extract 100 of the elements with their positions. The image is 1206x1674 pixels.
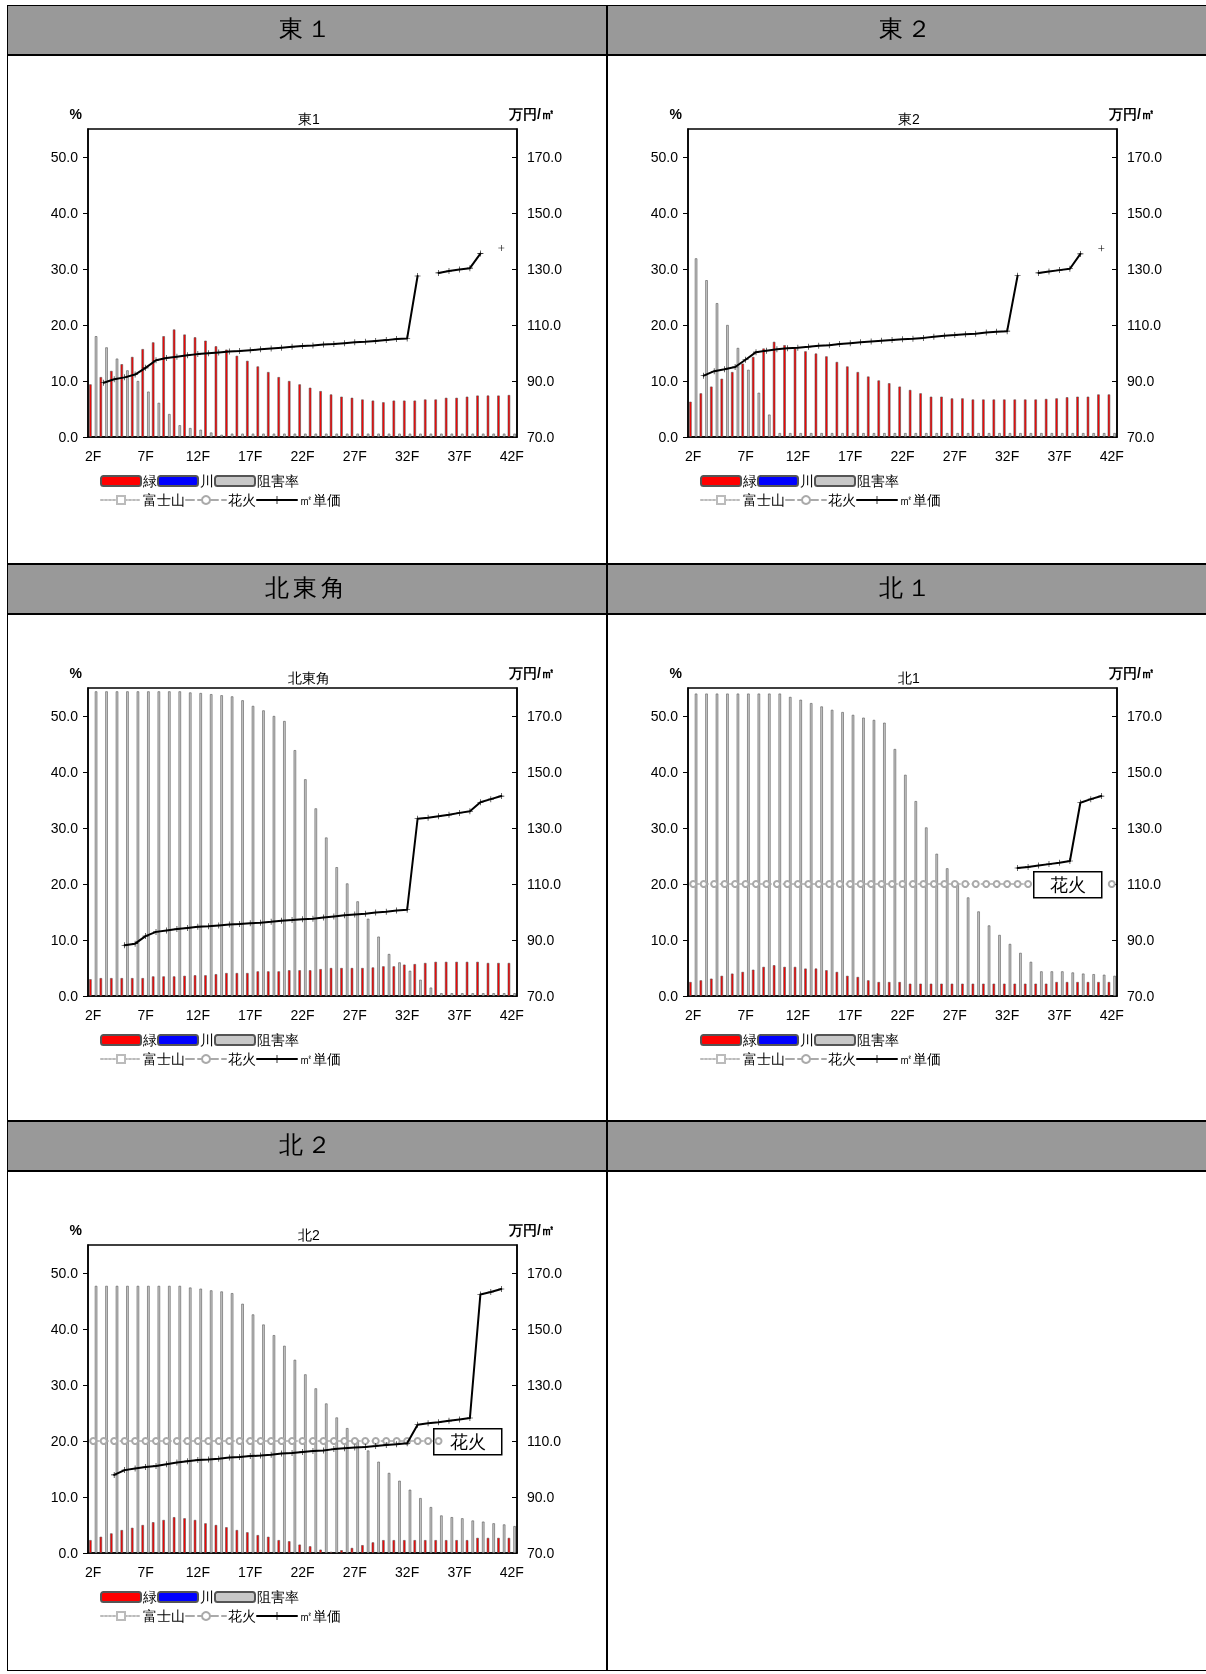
legend-label: 花火 <box>828 492 856 508</box>
y2-tick-label: 90.0 <box>1127 373 1155 389</box>
y-tick-label: 50.0 <box>650 708 679 724</box>
point <box>742 356 749 363</box>
y2-tick-label: 90.0 <box>527 932 555 948</box>
x-tick-label: 22F <box>290 448 315 464</box>
x-tick-label: 42F <box>1099 1007 1124 1023</box>
x-tick-label: 22F <box>290 1007 315 1023</box>
y2-axis-title: 万円/㎡ <box>508 665 555 681</box>
x-tick-label: 37F <box>1047 1007 1072 1023</box>
y2-tick-label: 130.0 <box>1127 261 1163 277</box>
chart-subtitle: 東1 <box>298 111 321 127</box>
y-axis-title: % <box>69 106 83 122</box>
x-tick-label: 17F <box>238 448 263 464</box>
legend-label: ㎡単価 <box>899 492 941 508</box>
y2-tick-label: 170.0 <box>527 708 563 724</box>
legend-label: ㎡単価 <box>299 1608 341 1624</box>
y2-tick-label: 110.0 <box>527 876 562 892</box>
x-tick-label: 27F <box>342 1564 367 1580</box>
point <box>1098 245 1105 252</box>
x-tick-label: 37F <box>447 448 472 464</box>
y-tick-label: 50.0 <box>50 1265 79 1281</box>
y-tick-label: 20.0 <box>50 1433 79 1449</box>
point <box>477 799 484 806</box>
x-tick-label: 37F <box>447 1564 472 1580</box>
point <box>700 372 707 379</box>
x-tick-label: 2F <box>85 448 102 464</box>
y2-tick-label: 130.0 <box>527 820 563 836</box>
x-tick-label: 42F <box>499 1564 524 1580</box>
y-tick-label: 40.0 <box>50 764 79 780</box>
chart-title: 北１ <box>607 564 1206 614</box>
x-tick-label: 27F <box>342 1007 367 1023</box>
y2-axis-title: 万円/㎡ <box>508 1222 555 1238</box>
y2-tick-label: 170.0 <box>527 1265 563 1281</box>
y2-axis-title: 万円/㎡ <box>508 106 555 122</box>
legend-label: 緑 <box>142 1589 157 1605</box>
x-tick-label: 17F <box>838 1007 863 1023</box>
x-tick-label: 27F <box>942 1007 967 1023</box>
x-tick-label: 32F <box>995 1007 1020 1023</box>
legend-label: 富士山 <box>143 1608 185 1624</box>
x-tick-label: 7F <box>737 448 754 464</box>
point <box>121 942 128 949</box>
x-tick-label: 17F <box>238 1007 263 1023</box>
x-tick-label: 2F <box>685 1007 702 1023</box>
legend-label: 富士山 <box>143 1051 185 1067</box>
x-tick-label: 42F <box>1099 448 1124 464</box>
y-tick-label: 20.0 <box>50 317 79 333</box>
y2-tick-label: 130.0 <box>527 261 563 277</box>
x-tick-label: 22F <box>290 1564 315 1580</box>
legend-label: 花火 <box>828 1051 856 1067</box>
y-axis-title: % <box>669 106 683 122</box>
y-tick-label: 50.0 <box>50 149 79 165</box>
x-tick-label: 12F <box>185 1007 210 1023</box>
legend-label: 花火 <box>228 1608 256 1624</box>
y-tick-label: 20.0 <box>650 317 679 333</box>
legend-label: 緑 <box>142 1032 157 1048</box>
chart-subtitle: 北2 <box>298 1227 321 1243</box>
x-tick-label: 2F <box>85 1564 102 1580</box>
y2-tick-label: 130.0 <box>527 1377 563 1393</box>
legend-label: 緑 <box>142 473 157 489</box>
legend-label: 阻害率 <box>857 473 899 489</box>
chart-subtitle: 北東角 <box>288 670 330 686</box>
legend-label: 緑 <box>742 473 757 489</box>
chart-title: 東２ <box>607 5 1206 55</box>
y2-axis-title: 万円/㎡ <box>1108 665 1155 681</box>
y2-tick-label: 110.0 <box>527 1433 562 1449</box>
y2-tick-label: 170.0 <box>527 149 563 165</box>
legend-label: 川 <box>200 1032 214 1048</box>
x-tick-label: 22F <box>890 1007 915 1023</box>
legend-label: 川 <box>200 473 214 489</box>
legend-label: ㎡単価 <box>899 1051 941 1067</box>
x-tick-label: 42F <box>499 1007 524 1023</box>
legend-label: 川 <box>800 473 814 489</box>
y-tick-label: 0.0 <box>658 429 679 445</box>
x-tick-label: 7F <box>137 448 154 464</box>
y2-tick-label: 150.0 <box>1127 764 1163 780</box>
y2-tick-label: 150.0 <box>527 764 563 780</box>
y2-tick-label: 70.0 <box>527 429 555 445</box>
chart-subtitle: 東2 <box>898 111 921 127</box>
y-tick-label: 40.0 <box>50 205 79 221</box>
x-tick-label: 7F <box>137 1007 154 1023</box>
y2-tick-label: 70.0 <box>527 988 555 1004</box>
legend-label: 富士山 <box>743 1051 785 1067</box>
point <box>477 250 484 257</box>
y-tick-label: 30.0 <box>650 820 679 836</box>
legend-label: ㎡単価 <box>299 1051 341 1067</box>
x-tick-label: 32F <box>395 1007 420 1023</box>
y-tick-label: 10.0 <box>50 1489 79 1505</box>
y2-axis-title: 万円/㎡ <box>1108 106 1155 122</box>
y-tick-label: 40.0 <box>50 1321 79 1337</box>
legend-label: 花火 <box>228 1051 256 1067</box>
y-tick-label: 20.0 <box>650 876 679 892</box>
annotation: 花火 <box>449 1431 486 1452</box>
legend-label: 花火 <box>228 492 256 508</box>
x-tick-label: 2F <box>685 448 702 464</box>
point <box>100 379 107 386</box>
y-tick-label: 20.0 <box>50 876 79 892</box>
legend-label: 富士山 <box>143 492 185 508</box>
y2-tick-label: 110.0 <box>1127 317 1162 333</box>
y2-tick-label: 170.0 <box>1127 708 1163 724</box>
